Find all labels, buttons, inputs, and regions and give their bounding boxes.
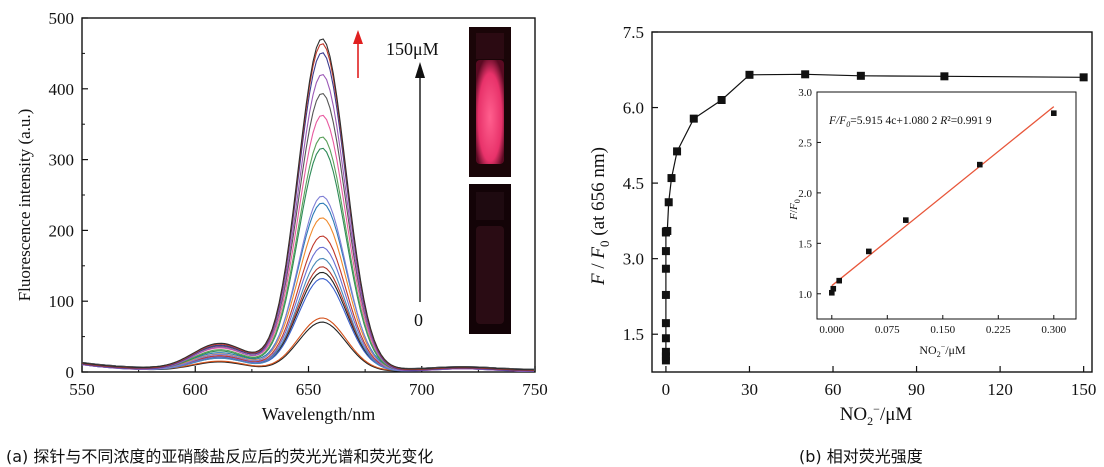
data-point <box>661 347 670 356</box>
x-axis-label: NO2−/μM <box>840 402 913 428</box>
y-axis-label: Fluorescence intensity (a.u.) <box>15 109 34 302</box>
inset-x-tick-label: 0.225 <box>986 324 1011 336</box>
spectrum-line <box>82 147 534 372</box>
inset-x-tick-label: 0.300 <box>1041 324 1066 336</box>
y-tick-label: 500 <box>49 9 75 28</box>
data-point <box>661 334 670 343</box>
spectrum-line <box>82 317 534 372</box>
data-point <box>664 198 673 207</box>
x-tick-label: 550 <box>69 380 95 399</box>
x-tick-label: 30 <box>741 380 758 399</box>
y-tick-label: 100 <box>49 292 75 311</box>
inset-y-tick-label: 1.0 <box>798 289 812 301</box>
y-tick-label: 0 <box>66 363 75 382</box>
y-tick-label: 6.0 <box>623 99 644 118</box>
spectrum-line <box>82 321 534 372</box>
spectrum-line <box>82 202 534 370</box>
y-tick-label: 3.0 <box>623 250 644 269</box>
spectrum-line <box>82 43 534 371</box>
y-tick-label: 400 <box>49 80 75 99</box>
caption-b: (b) 相对荧光强度 <box>799 447 923 466</box>
data-point <box>856 71 865 80</box>
relative-intensity-chart: 0 30 60 90 120 150 1.5 3.0 4.5 6.0 7.5 NO2−/μM F / F… <box>588 23 1096 428</box>
data-point <box>673 147 682 156</box>
data-point <box>689 114 698 123</box>
x-tick-label: 150 <box>1071 380 1097 399</box>
spectrum-line <box>82 246 534 372</box>
data-point <box>745 70 754 79</box>
inset-x-tick-label: 0.000 <box>819 324 844 336</box>
x-tick-label: 120 <box>987 380 1013 399</box>
plot-frame <box>651 31 1093 373</box>
vial-liquid-dark <box>476 226 504 324</box>
data-point <box>801 70 810 79</box>
inset-data-point <box>1051 110 1057 116</box>
data-point <box>661 290 670 299</box>
y-tick-label: 300 <box>49 151 75 170</box>
data-point <box>717 96 726 104</box>
data-point <box>661 247 670 256</box>
data-point <box>661 356 670 365</box>
relative-intensity-line <box>665 73 1084 233</box>
data-point <box>661 352 670 361</box>
inset-data-point <box>830 285 837 292</box>
spectra-chart: 550 600 650 700 750 0 100 200 300 400 500 Wavelengt… <box>15 9 548 424</box>
y-tick-label: 200 <box>49 221 75 240</box>
spectrum-line <box>82 278 534 371</box>
y-tick-label: 4.5 <box>623 174 644 193</box>
data-point <box>663 226 672 235</box>
spectrum-line <box>82 38 534 371</box>
inset-y-tick-label: 1.5 <box>798 238 812 250</box>
inset-y-tick-label: 3.0 <box>798 87 812 99</box>
data-point <box>940 72 949 81</box>
spectrum-line <box>82 136 534 371</box>
x-axis-label: Wavelength/nm <box>262 404 376 424</box>
y-axis-label: F / F0 (at 656 nm) <box>588 147 612 286</box>
inset-y-axis-label: F/F0 <box>788 199 802 221</box>
x-tick-label: 650 <box>296 380 322 399</box>
inset-data-point <box>903 217 909 223</box>
inset-y-tick-label: 2.5 <box>798 137 812 149</box>
spectrum-line <box>82 73 534 372</box>
x-tick-label: 60 <box>825 380 842 399</box>
inset-data-point <box>836 277 842 284</box>
data-point <box>1079 73 1088 82</box>
inset-data-point <box>829 289 835 296</box>
spectra-curves <box>82 38 534 372</box>
spectrum-line <box>82 271 534 371</box>
x-tick-label: 700 <box>409 380 435 399</box>
y-tick-label: 7.5 <box>623 23 644 42</box>
spectrum-line <box>82 266 534 370</box>
vial-cap-fluorescent <box>476 33 504 59</box>
data-point <box>661 264 670 273</box>
x-tick-label: 90 <box>908 380 925 399</box>
inset-x-axis-label: NO2−/μM <box>919 342 966 359</box>
inset-data-point <box>977 161 983 168</box>
spectrum-line <box>82 52 534 372</box>
inset-equation: F/F0=5.915 4c+1.080 2 R²=0.991 9 <box>828 115 992 129</box>
data-point <box>667 174 676 183</box>
inset-x-tick-label: 0.075 <box>875 324 900 336</box>
annotation-top: 150μM <box>386 39 439 59</box>
vial-cap-dark <box>476 192 504 220</box>
x-tick-label: 0 <box>662 380 671 399</box>
data-point <box>661 319 670 328</box>
x-tick-label: 600 <box>183 380 209 399</box>
inset-fit-line <box>831 106 1055 287</box>
inset-frame <box>816 91 1077 320</box>
plot-frame <box>81 17 536 373</box>
vial-liquid-fluorescent <box>476 60 504 164</box>
caption-a: (a) 探针与不同浓度的亚硝酸盐反应后的荧光光谱和荧光变化 <box>6 447 434 466</box>
concentration-arrow-head <box>415 62 425 78</box>
y-tick-label: 1.5 <box>623 325 644 344</box>
inset-data-point <box>866 248 872 255</box>
x-tick-label: 750 <box>522 380 548 399</box>
inset-y-tick-label: 2.0 <box>798 188 812 200</box>
spectrum-line <box>82 257 534 372</box>
spectrum-line <box>82 235 534 371</box>
annotation-bottom: 0 <box>414 310 423 330</box>
increase-arrow-head <box>353 30 363 44</box>
inset-x-tick-label: 0.150 <box>930 324 955 336</box>
